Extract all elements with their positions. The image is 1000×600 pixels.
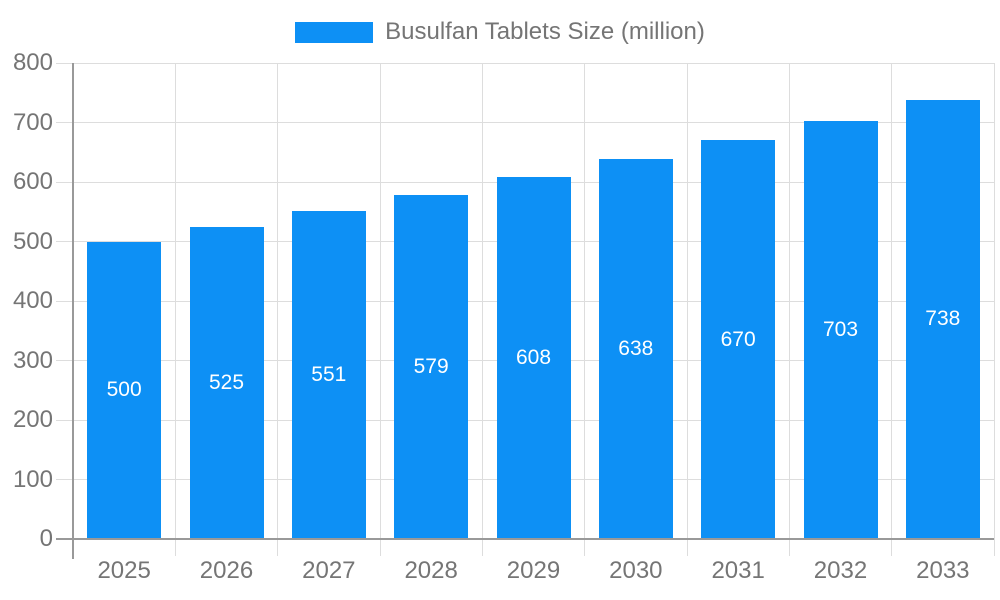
y-tick xyxy=(56,62,73,64)
bar-value-label: 608 xyxy=(515,346,552,370)
bar-2025[interactable]: 500 xyxy=(87,241,162,539)
y-tick-label: 400 xyxy=(12,287,53,314)
x-tick-label: 2031 xyxy=(711,557,765,584)
y-tick-label: 100 xyxy=(12,465,53,493)
y-tick-label: 800 xyxy=(12,49,53,76)
y-tick xyxy=(56,300,73,302)
gridline-v xyxy=(891,63,893,539)
x-tick xyxy=(686,539,688,556)
gridline-v xyxy=(174,63,176,539)
legend-label: Busulfan Tablets Size (million) xyxy=(385,18,705,45)
x-tick-label: 2025 xyxy=(97,557,151,584)
gridline-v xyxy=(993,63,995,539)
bar-2029[interactable]: 608 xyxy=(496,177,571,539)
x-tick-label: 2030 xyxy=(609,557,663,584)
y-tick xyxy=(56,479,73,480)
gridline-v xyxy=(481,63,483,539)
x-tick xyxy=(379,539,381,556)
y-tick xyxy=(56,181,73,183)
bar-2028[interactable]: 579 xyxy=(394,194,469,539)
y-tick xyxy=(56,360,73,361)
gridline-h xyxy=(73,122,994,123)
bar-value-label: 500 xyxy=(106,378,142,402)
bar-value-label: 579 xyxy=(413,354,449,378)
bar-2031[interactable]: 670 xyxy=(701,140,776,539)
x-axis-line xyxy=(56,538,994,540)
gridline-h xyxy=(73,62,994,64)
gridline-v xyxy=(584,63,586,539)
plot-area: 500 525 551 579 608 638 670 703 738 xyxy=(73,62,995,539)
bar-value-label: 670 xyxy=(720,327,756,351)
x-tick xyxy=(584,539,586,556)
x-tick xyxy=(174,539,176,556)
bar-value-label: 551 xyxy=(311,363,347,387)
x-tick xyxy=(481,539,483,556)
y-tick xyxy=(56,419,73,421)
x-tick-label: 2028 xyxy=(404,557,458,584)
gridline-v xyxy=(686,63,688,539)
x-tick-label: 2027 xyxy=(302,557,356,584)
x-tick-label: 2029 xyxy=(506,557,561,584)
gridline-v xyxy=(788,63,790,539)
x-tick-label: 2026 xyxy=(199,557,254,584)
bar-2026[interactable]: 525 xyxy=(189,226,264,539)
y-tick-label: 200 xyxy=(12,406,53,433)
gridline-v xyxy=(277,63,279,539)
bar-2033[interactable]: 738 xyxy=(905,99,980,539)
legend-swatch-icon xyxy=(295,21,374,43)
bar-2030[interactable]: 638 xyxy=(598,159,673,539)
x-tick xyxy=(277,539,279,556)
gridline-v xyxy=(379,63,381,539)
bar-value-label: 525 xyxy=(208,370,245,394)
y-tick-label: 500 xyxy=(12,227,53,255)
bar-value-label: 738 xyxy=(925,307,961,331)
y-tick xyxy=(56,241,73,242)
x-tick xyxy=(993,539,995,556)
bar-value-label: 703 xyxy=(822,317,859,341)
y-axis-line xyxy=(72,63,74,559)
x-tick-label: 2032 xyxy=(813,557,868,584)
bar-2032[interactable]: 703 xyxy=(803,120,878,539)
y-tick-label: 600 xyxy=(12,168,53,195)
legend[interactable]: Busulfan Tablets Size (million) xyxy=(0,18,1000,46)
bar-2027[interactable]: 551 xyxy=(291,211,366,539)
x-tick xyxy=(788,539,790,556)
x-tick-label: 2033 xyxy=(916,557,970,584)
y-tick-label: 0 xyxy=(39,525,53,552)
bar-value-label: 638 xyxy=(618,337,654,361)
y-tick xyxy=(56,122,73,123)
y-tick-label: 700 xyxy=(12,108,53,136)
x-tick xyxy=(891,539,893,556)
y-tick-label: 300 xyxy=(12,346,53,374)
